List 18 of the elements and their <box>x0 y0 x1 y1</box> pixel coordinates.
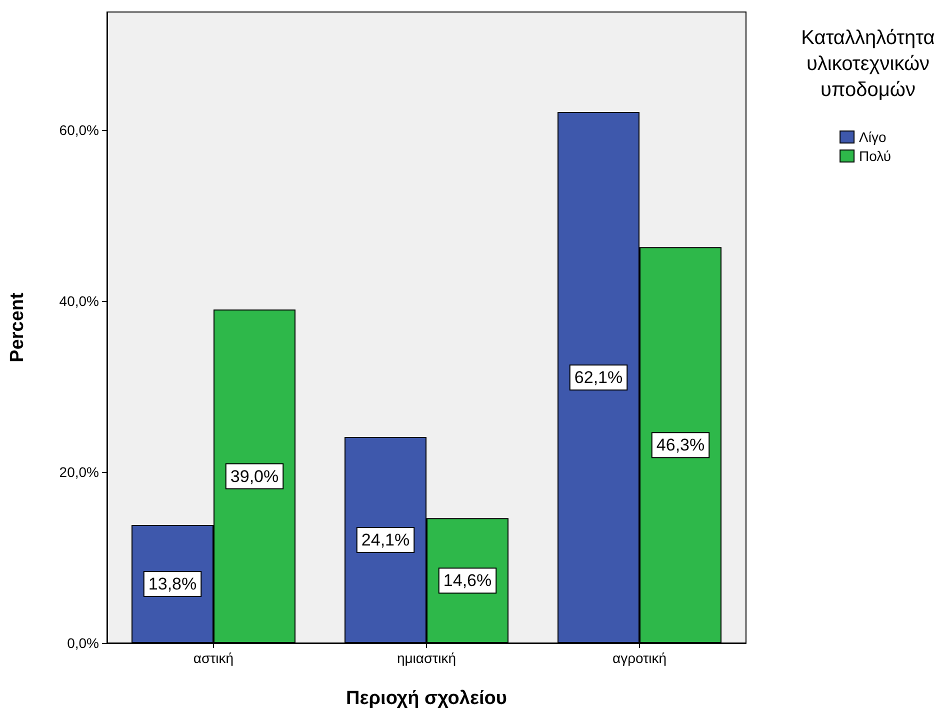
y-tick-label: 20,0% <box>59 464 99 480</box>
y-tick-label: 0,0% <box>67 635 99 651</box>
data-label: 46,3% <box>656 436 705 455</box>
y-tick-label: 60,0% <box>59 122 99 138</box>
x-axis-title: Περιοχή σχολείου <box>346 688 507 709</box>
x-tick-label: αγροτική <box>612 650 667 666</box>
y-tick-label: 40,0% <box>59 292 99 309</box>
x-tick-label: αστική <box>193 650 234 666</box>
data-label: 14,6% <box>443 571 492 590</box>
data-label: 13,8% <box>148 574 197 594</box>
legend-title: Καταλληλότητα υλικοτεχνικών υποδομών <box>801 27 935 101</box>
data-label: 62,1% <box>574 368 623 388</box>
data-label: 39,0% <box>230 466 279 486</box>
legend-label: Πολύ <box>859 148 891 164</box>
legend-label: Λίγο <box>859 129 887 145</box>
data-label: 24,1% <box>361 530 410 550</box>
x-tick-label: ημιαστική <box>396 650 456 666</box>
y-axis-title: Percent <box>7 292 28 362</box>
